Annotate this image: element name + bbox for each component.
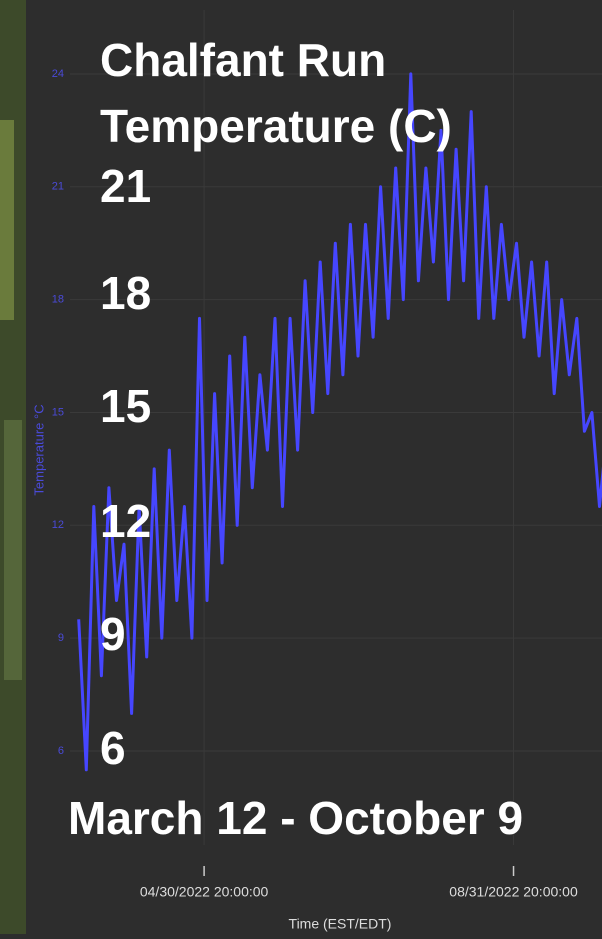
x-tick-label: 04/30/2022 20:00:00 <box>140 884 269 900</box>
x-axis-title: Time (EST/EDT) <box>289 916 392 932</box>
photo-strip <box>4 420 22 680</box>
overlay-scale: 21 <box>100 160 151 212</box>
overlay-title: Chalfant Run <box>100 34 386 86</box>
overlay-scale: 12 <box>100 495 151 547</box>
grid <box>70 10 602 845</box>
y-tick-label: 6 <box>58 745 64 757</box>
axes: 6 9 12 15 18 21 24 04/30/2022 20:00:00 08/31/202… <box>52 68 578 900</box>
y-tick-label: 21 <box>52 181 64 193</box>
y-tick-label: 15 <box>52 406 64 418</box>
y-tick-label: 18 <box>52 294 64 306</box>
marks <box>77 72 602 772</box>
plot-background <box>26 0 602 934</box>
overlay-title: Temperature (C) <box>100 100 452 152</box>
overlay-date-range: March 12 - October 9 <box>68 792 523 844</box>
overlay-scale: 18 <box>100 267 151 319</box>
temperature-line <box>77 72 602 772</box>
y-tick-label: 12 <box>52 519 64 531</box>
y-tick-label: 9 <box>58 632 64 644</box>
overlay-scale: 15 <box>100 380 151 432</box>
overlay-scale: 6 <box>100 722 126 774</box>
photo-strip <box>0 120 14 320</box>
overlay: Chalfant Run Temperature (C) 21 18 15 12… <box>68 34 523 844</box>
y-tick-label: 24 <box>52 68 64 80</box>
x-tick-label: 08/31/2022 20:00:00 <box>449 884 578 900</box>
overlay-scale: 9 <box>100 608 126 660</box>
y-axis-title: Temperature °C <box>31 404 46 495</box>
